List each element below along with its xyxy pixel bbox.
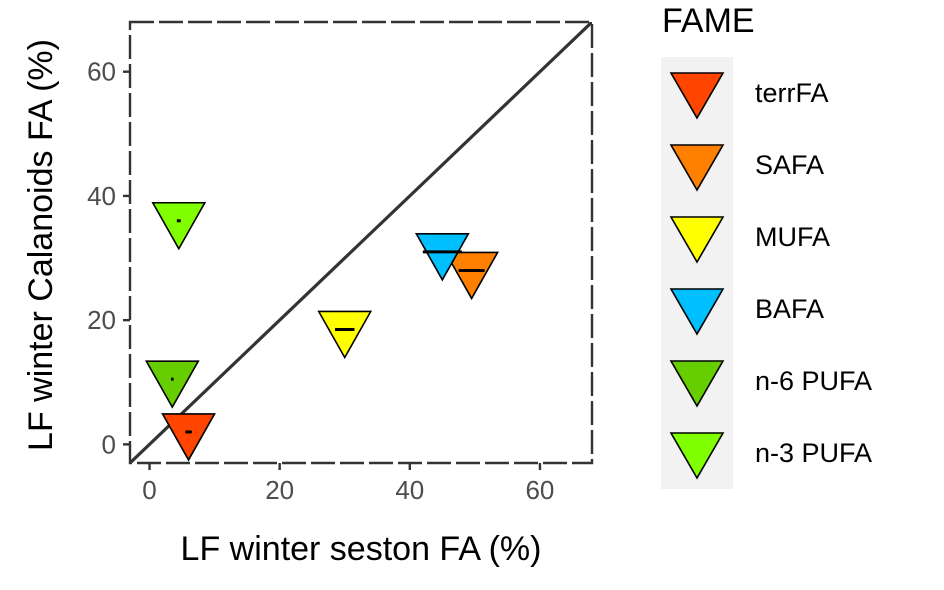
x-tick-label: 60 (525, 475, 554, 505)
point-safa (444, 251, 499, 301)
y-tick-label: 60 (87, 57, 116, 87)
x-axis-title: LF winter seston FA (%) (181, 530, 542, 568)
legend-marker-n-6-pufa (669, 360, 725, 408)
legend-label-n-6-pufa: n-6 PUFA (755, 366, 872, 396)
y-tick-label: 40 (87, 181, 116, 211)
legend-label-n-3-pufa: n-3 PUFA (755, 438, 872, 468)
point-n-6-pufa (144, 360, 200, 409)
legend-label-terrfa: terrFA (755, 78, 829, 108)
legend-label-mufa: MUFA (755, 222, 830, 252)
x-tick-label: 0 (142, 475, 156, 505)
legend-label-bafa: BAFA (755, 294, 824, 324)
y-axis-title: LF winter Calanoids FA (%) (22, 39, 60, 451)
y-tick-label: 0 (102, 429, 116, 459)
legend-marker-safa (669, 144, 725, 192)
legend: FAME terrFA SAFA MUFA BAFA n-6 PUFA n-3 PUFA (661, 2, 872, 489)
y-tick-label: 20 (87, 305, 116, 335)
legend-marker-terrfa (669, 72, 725, 120)
axes: 0 20 40 60 0 20 40 60 (87, 20, 594, 505)
plot-area (130, 22, 592, 463)
legend-title: FAME (662, 2, 755, 40)
panel-border (128, 20, 594, 465)
x-tick-label: 40 (395, 475, 424, 505)
legend-marker-mufa (669, 216, 725, 264)
reference-line-y-equals-x (130, 22, 592, 463)
legend-label-safa: SAFA (755, 150, 824, 180)
legend-marker-n-3-pufa (669, 432, 725, 480)
point-bafa (414, 233, 470, 282)
point-mufa (317, 310, 373, 360)
legend-marker-bafa (669, 288, 725, 336)
point-terrfa (161, 413, 216, 462)
x-tick-label: 20 (265, 475, 294, 505)
point-n-3-pufa (151, 201, 207, 251)
